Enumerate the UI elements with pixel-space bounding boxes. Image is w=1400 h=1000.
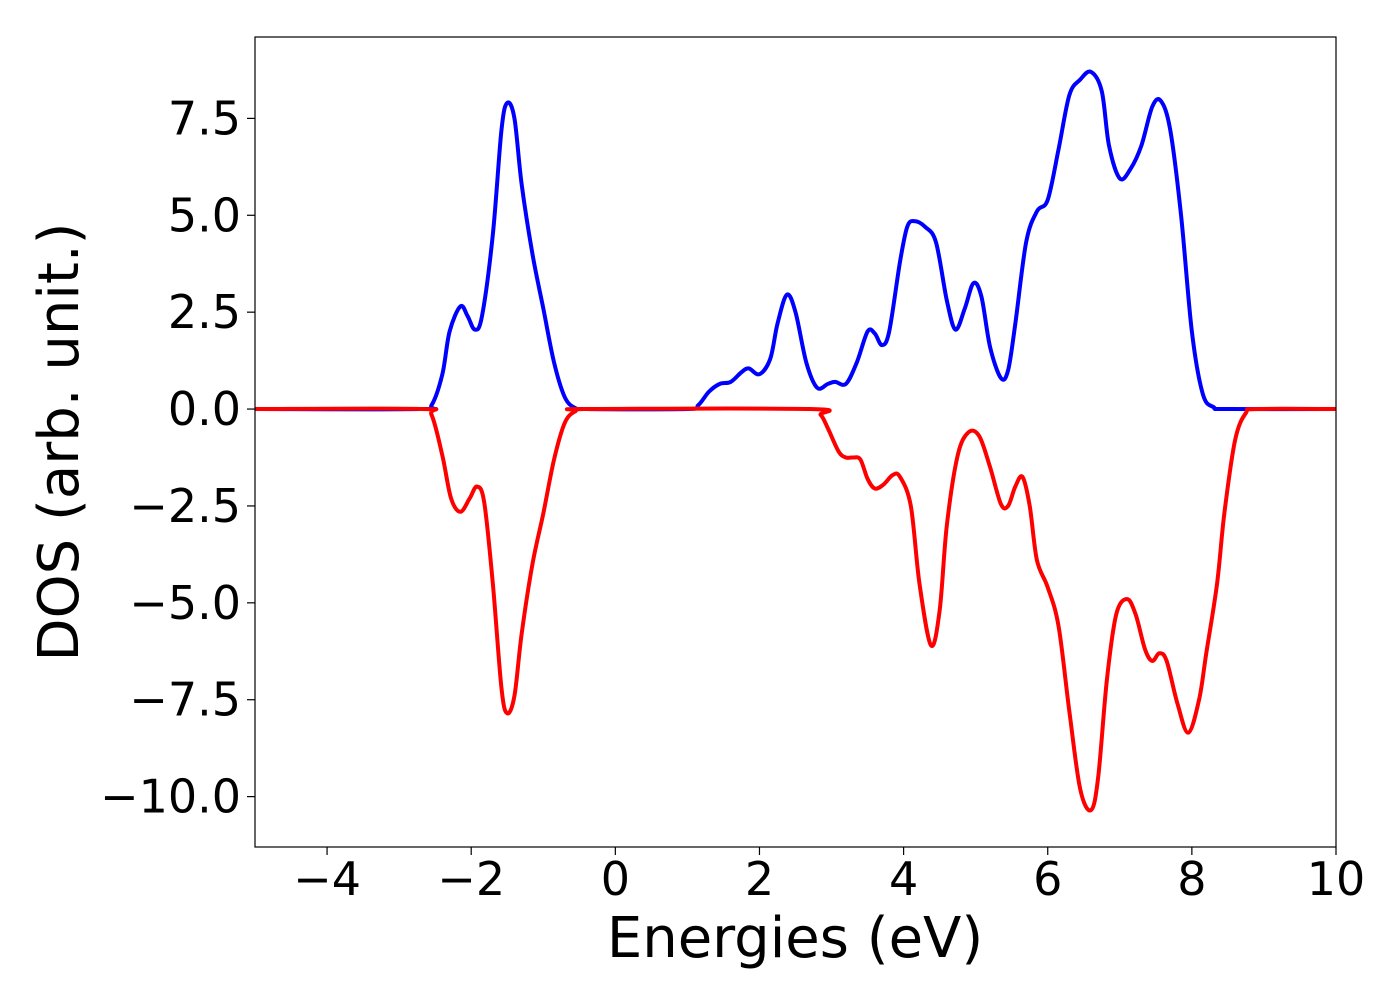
plot-frame <box>254 36 1337 848</box>
plot-area <box>255 37 1336 847</box>
x-tick-label: −2 <box>437 852 505 906</box>
series-line-1 <box>254 69 1337 412</box>
y-axis-title: DOS (arb. unit.) <box>27 222 92 661</box>
y-tick-label: 2.5 <box>168 285 241 339</box>
series-layer <box>254 69 1337 813</box>
y-tick-label: −2.5 <box>129 479 241 533</box>
x-tick-label: 0 <box>601 852 630 906</box>
x-tick-label: 8 <box>1177 852 1206 906</box>
x-tick-label: 6 <box>1033 852 1062 906</box>
y-tick-label: −5.0 <box>129 576 241 630</box>
x-tick-label: 10 <box>1307 852 1366 906</box>
series-line-2 <box>254 406 1337 813</box>
x-axis-ticks: −4 −2 0 2 4 6 8 10 <box>293 847 1365 906</box>
x-tick-label: 4 <box>889 852 918 906</box>
y-tick-label: 5.0 <box>168 188 241 242</box>
y-axis-ticks: 7.5 5.0 2.5 0.0 −2.5 −5.0 −7.5 −10.0 <box>100 91 255 824</box>
y-tick-label: 0.0 <box>168 382 241 436</box>
x-tick-label: 2 <box>745 852 774 906</box>
y-tick-label: −10.0 <box>100 770 241 824</box>
y-tick-label: −7.5 <box>129 673 241 727</box>
x-axis-title: Energies (eV) <box>607 906 983 971</box>
y-tick-label: 7.5 <box>168 91 241 145</box>
x-tick-label: −4 <box>293 852 361 906</box>
